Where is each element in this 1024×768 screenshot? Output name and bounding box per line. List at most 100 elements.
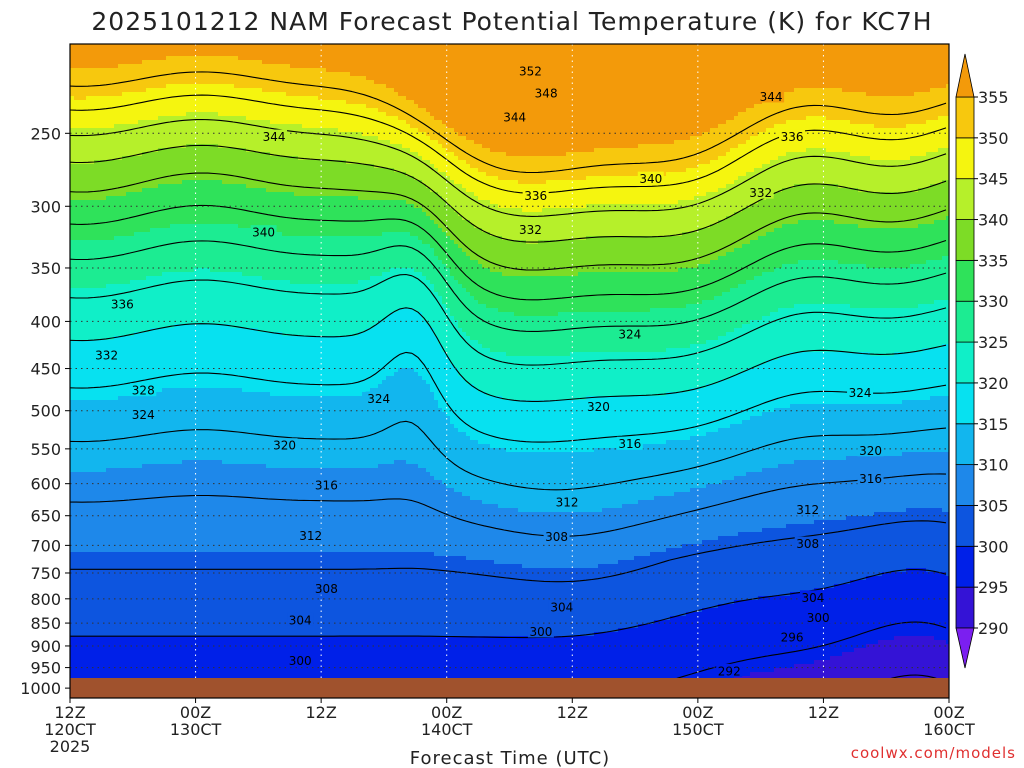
fill-cell [926, 80, 931, 85]
fill-cell [830, 56, 835, 61]
fill-cell [946, 92, 951, 97]
fill-cell [190, 104, 195, 109]
fill-cell [890, 72, 895, 77]
fill-cell [386, 44, 391, 49]
fill-cell [474, 80, 479, 85]
fill-cell [138, 44, 143, 49]
fill-cell [470, 64, 475, 69]
fill-cell [266, 60, 271, 65]
fill-cell [698, 112, 703, 117]
fill-cell [802, 64, 807, 69]
fill-cell [494, 64, 499, 69]
fill-cell [302, 116, 307, 121]
fill-cell [562, 100, 567, 105]
fill-cell [258, 88, 263, 93]
fill-cell [170, 116, 175, 121]
fill-cell [370, 100, 375, 105]
fill-cell [410, 84, 415, 89]
fill-cell [358, 96, 363, 101]
fill-cell [378, 60, 383, 65]
fill-cell [74, 48, 79, 53]
fill-cell [550, 76, 555, 81]
fill-cell [178, 60, 183, 65]
fill-cell [822, 56, 827, 61]
fill-cell [938, 116, 943, 121]
fill-cell [222, 104, 227, 109]
fill-cell [910, 116, 915, 121]
fill-cell [646, 100, 651, 105]
fill-cell [402, 92, 407, 97]
fill-cell [858, 100, 863, 105]
fill-cell [182, 100, 187, 105]
fill-cell [90, 68, 95, 73]
fill-cell [74, 68, 79, 73]
fill-cell [946, 52, 951, 57]
fill-cell [878, 88, 883, 93]
fill-cell [282, 44, 287, 49]
fill-cell [614, 112, 619, 117]
fill-cell [522, 104, 527, 109]
fill-cell [826, 52, 831, 57]
fill-cell [490, 72, 495, 77]
fill-cell [346, 96, 351, 101]
fill-cell [166, 60, 171, 65]
fill-cell [774, 60, 779, 65]
fill-cell [758, 56, 763, 61]
fill-cell [498, 96, 503, 101]
fill-cell [422, 56, 427, 61]
fill-cell [734, 64, 739, 69]
fill-cell [434, 44, 439, 49]
fill-cell [494, 112, 499, 117]
fill-cell [474, 56, 479, 61]
fill-cell [638, 68, 643, 73]
fill-cell [398, 68, 403, 73]
fill-cell [382, 72, 387, 77]
fill-cell [326, 100, 331, 105]
fill-cell [354, 80, 359, 85]
fill-cell [846, 84, 851, 89]
fill-cell [794, 116, 799, 121]
fill-cell [762, 80, 767, 85]
fill-cell [690, 76, 695, 81]
fill-cell [610, 116, 615, 121]
fill-cell [262, 72, 267, 77]
fill-cell [666, 68, 671, 73]
fill-cell [894, 48, 899, 53]
fill-cell [566, 64, 571, 69]
fill-cell [170, 84, 175, 89]
fill-cell [810, 116, 815, 121]
fill-cell [762, 64, 767, 69]
fill-cell [174, 84, 179, 89]
fill-cell [266, 120, 271, 125]
fill-cell [418, 48, 423, 53]
fill-cell [654, 68, 659, 73]
fill-cell [778, 64, 783, 69]
fill-cell [734, 92, 739, 97]
fill-cell [378, 64, 383, 69]
fill-cell [478, 88, 483, 93]
fill-cell [934, 60, 939, 65]
fill-cell [202, 44, 207, 49]
fill-cell [186, 56, 191, 61]
plot-area: 352348344344344340336336 3323323403363323… [70, 44, 951, 701]
fill-cell [586, 96, 591, 101]
fill-cell [498, 76, 503, 81]
fill-cell [302, 92, 307, 97]
fill-cell [658, 64, 663, 69]
fill-cell [934, 76, 939, 81]
fill-cell [170, 52, 175, 57]
fill-cell [426, 112, 431, 117]
fill-cell [510, 104, 515, 109]
fill-cell [818, 116, 823, 121]
fill-cell [170, 92, 175, 97]
fill-cell [738, 48, 743, 53]
fill-cell [486, 60, 491, 65]
fill-cell [538, 80, 543, 85]
fill-cell [318, 76, 323, 81]
fill-cell [858, 68, 863, 73]
fill-cell [754, 68, 759, 73]
fill-cell [114, 112, 119, 117]
fill-cell [750, 72, 755, 77]
fill-cell [350, 100, 355, 105]
fill-cell [86, 92, 91, 97]
